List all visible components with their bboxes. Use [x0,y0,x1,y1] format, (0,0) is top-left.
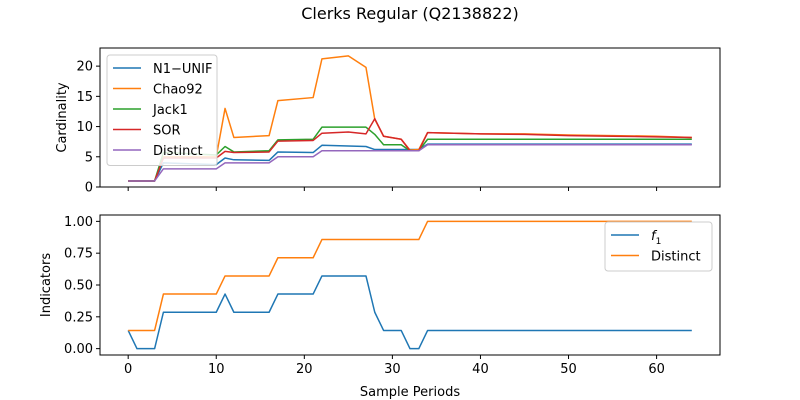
chart-title: Clerks Regular (Q2138822) [301,4,519,23]
axes-frame [99,47,721,188]
y-axis-label: Cardinality [55,82,70,153]
series-line-1-5 [128,143,692,182]
y-tick-label: 10 [76,120,93,135]
series-line-2-1 [127,275,692,350]
x-tick-label: 20 [296,362,313,377]
panel-1: 0 5 10 15 20 Cardinality N1−UNIF Chao92 Jack1 SOR… [55,47,721,196]
x-tick-label: 60 [648,362,665,377]
legend-label: N1−UNIF [153,62,212,77]
y-tick-label: 0.25 [64,310,93,325]
y-tick-label: 20 [76,60,93,75]
x-tick-label: 10 [208,362,225,377]
legend-label: Chao92 [153,83,203,98]
y-tick-label: 0.75 [64,247,93,262]
y-tick-label: 5 [85,150,93,165]
legend-label: Distinct [153,144,203,159]
panel-2: 0 10 20 30 40 50 60 0.00 0.25 0.50 0.75 1.00 Indicat… [39,214,721,377]
legend-label: Jack1 [152,103,188,118]
y-tick-label: 0.50 [64,279,93,294]
y-axis-label: Indicators [39,253,54,317]
series-line-1-4 [128,117,692,182]
x-tick-label: 30 [384,362,401,377]
legend-label: f1 [651,229,661,247]
legend: f1 Distinct [604,221,713,272]
legend-label: SOR [153,124,181,139]
legend-label: Distinct [651,250,701,265]
y-tick-label: 0.00 [64,342,93,357]
legend: N1−UNIF Chao92 Jack1 SOR Distinct [106,54,218,166]
y-tick-label: 1.00 [64,215,93,230]
x-tick-label: 50 [560,362,577,377]
series-line-2-2 [128,220,692,332]
legend-box [106,54,218,166]
y-tick-label: 15 [76,90,93,105]
y-tick-label: 0 [85,181,93,196]
x-axis-label: Sample Periods [360,385,460,400]
x-tick-label: 0 [124,362,132,377]
x-tick-label: 40 [472,362,489,377]
